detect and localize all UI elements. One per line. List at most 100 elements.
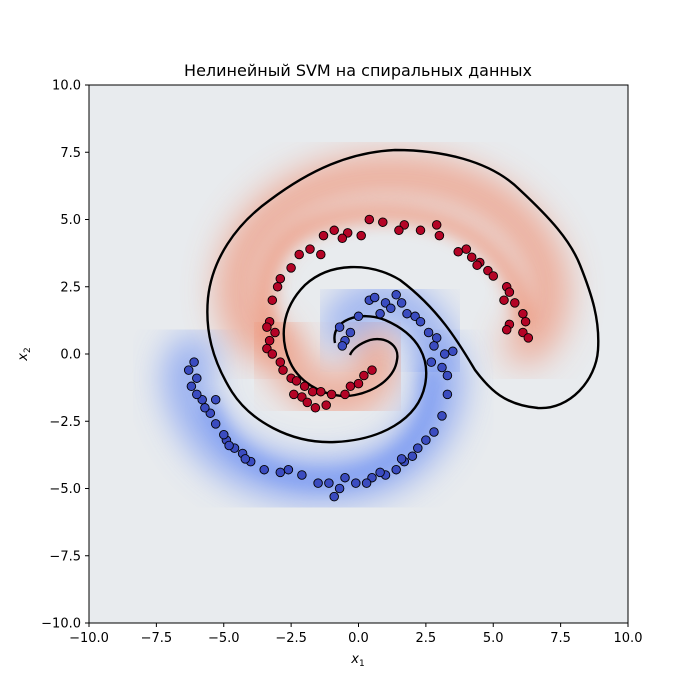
data-point-red-4 — [431, 220, 442, 230]
y-tick-label-8: 10.0 — [52, 79, 81, 94]
data-point-red-29 — [307, 386, 318, 397]
data-point-red-43 — [461, 244, 472, 254]
data-point-blue-61 — [324, 478, 334, 488]
y-axis-label-subscript: 2 — [23, 347, 33, 353]
x-tick-label-8: 10.0 — [614, 631, 643, 646]
y-tick-label-5: 2.5 — [60, 280, 81, 295]
data-points — [183, 214, 534, 502]
data-point-red-14 — [286, 263, 296, 273]
data-point-red-23 — [267, 349, 278, 359]
data-point-blue-21 — [337, 341, 348, 351]
x-axis-label-subscript: 1 — [359, 659, 365, 669]
data-point-red-32 — [289, 389, 299, 400]
data-point-blue-56 — [183, 365, 194, 375]
y-tick-label-4: 0.0 — [60, 348, 81, 363]
data-point-blue-28 — [407, 451, 418, 461]
data-point-blue-41 — [283, 464, 294, 475]
x-tick-label-6: 5.0 — [483, 631, 504, 646]
data-point-blue-11 — [431, 333, 442, 343]
y-tick-label-1: −7.5 — [49, 549, 81, 564]
data-point-red-51 — [499, 295, 509, 305]
data-point-blue-19 — [334, 322, 345, 332]
data-point-red-13 — [294, 249, 304, 260]
data-point-red-8 — [356, 230, 366, 241]
data-point-blue-58 — [210, 394, 221, 405]
data-point-blue-13 — [439, 349, 450, 359]
y-axis-label-main: x — [16, 353, 31, 362]
data-point-blue-54 — [186, 381, 197, 392]
y-axis-ticks: −10.0 −7.5 −5.0 −2.5 0.0 2.5 5.0 7.5 10.0 — [41, 79, 89, 632]
data-point-red-33 — [302, 397, 313, 408]
data-point-blue-15 — [426, 357, 437, 367]
data-point-red-10 — [318, 230, 329, 241]
data-point-red-15 — [275, 273, 286, 284]
data-point-blue-27 — [413, 443, 423, 453]
data-point-red-52 — [510, 298, 520, 308]
data-point-red-30 — [316, 386, 326, 397]
data-point-red-5 — [434, 230, 445, 241]
x-tick-label-1: −7.5 — [141, 631, 173, 646]
data-point-blue-49 — [210, 419, 221, 429]
data-point-blue-51 — [200, 403, 210, 413]
data-point-blue-37 — [334, 483, 345, 494]
data-point-blue-57 — [189, 357, 199, 367]
data-point-blue-22 — [353, 311, 364, 322]
x-tick-label-4: 0.0 — [348, 631, 369, 646]
y-axis-label: x2 — [16, 347, 33, 361]
data-point-blue-5 — [396, 298, 407, 308]
data-point-blue-7 — [402, 308, 412, 319]
data-point-red-3 — [415, 225, 426, 236]
y-tick-label-0: −10.0 — [41, 617, 81, 632]
data-point-blue-59 — [224, 440, 234, 451]
data-point-blue-55 — [192, 373, 202, 383]
data-point-blue-23 — [442, 389, 453, 400]
x-tick-label-5: 2.5 — [416, 631, 437, 646]
data-point-red-36 — [326, 389, 337, 400]
y-tick-label-7: 7.5 — [60, 146, 81, 161]
data-point-red-27 — [291, 376, 302, 386]
data-point-red-39 — [353, 378, 364, 389]
data-point-blue-1 — [369, 292, 380, 303]
data-point-blue-14 — [448, 346, 458, 357]
data-point-red-12 — [305, 244, 315, 254]
data-point-red-17 — [267, 295, 278, 305]
data-point-red-20 — [270, 327, 280, 338]
data-point-red-25 — [278, 365, 288, 375]
data-point-blue-3 — [386, 303, 396, 314]
data-point-blue-24 — [437, 411, 447, 421]
data-point-blue-17 — [442, 370, 453, 381]
data-point-red-42 — [453, 247, 463, 257]
data-point-blue-42 — [275, 467, 286, 478]
data-point-red-57 — [523, 333, 534, 343]
data-point-red-41 — [367, 365, 377, 375]
data-point-blue-36 — [340, 472, 350, 483]
x-axis-ticks: −10.0 −7.5 −5.0 −2.5 0.0 2.5 5.0 7.5 10.0 — [69, 623, 642, 646]
data-point-red-21 — [264, 335, 275, 346]
data-point-blue-12 — [429, 341, 439, 351]
data-point-blue-25 — [429, 427, 439, 437]
data-point-blue-48 — [219, 429, 229, 440]
data-point-red-9 — [337, 233, 348, 244]
data-point-red-0 — [364, 214, 375, 225]
data-point-red-50 — [504, 287, 515, 297]
data-point-red-34 — [310, 403, 321, 413]
data-point-blue-26 — [421, 435, 431, 445]
data-point-blue-18 — [345, 327, 356, 338]
data-point-blue-40 — [297, 470, 307, 480]
data-point-red-44 — [466, 252, 477, 262]
data-point-blue-38 — [329, 491, 339, 502]
x-tick-label-2: −5.0 — [208, 631, 240, 646]
y-tick-label-2: −5.0 — [49, 482, 81, 497]
data-point-red-24 — [275, 357, 286, 367]
data-point-red-1 — [378, 217, 388, 227]
data-point-blue-35 — [351, 478, 361, 488]
data-point-blue-53 — [192, 389, 202, 400]
x-tick-label-3: −2.5 — [275, 631, 307, 646]
data-point-red-28 — [299, 381, 310, 392]
data-point-red-53 — [518, 308, 528, 319]
x-tick-label-7: 7.5 — [550, 631, 571, 646]
data-point-red-58 — [501, 325, 512, 335]
data-point-red-11 — [394, 225, 404, 236]
y-tick-label-3: −2.5 — [49, 415, 81, 430]
